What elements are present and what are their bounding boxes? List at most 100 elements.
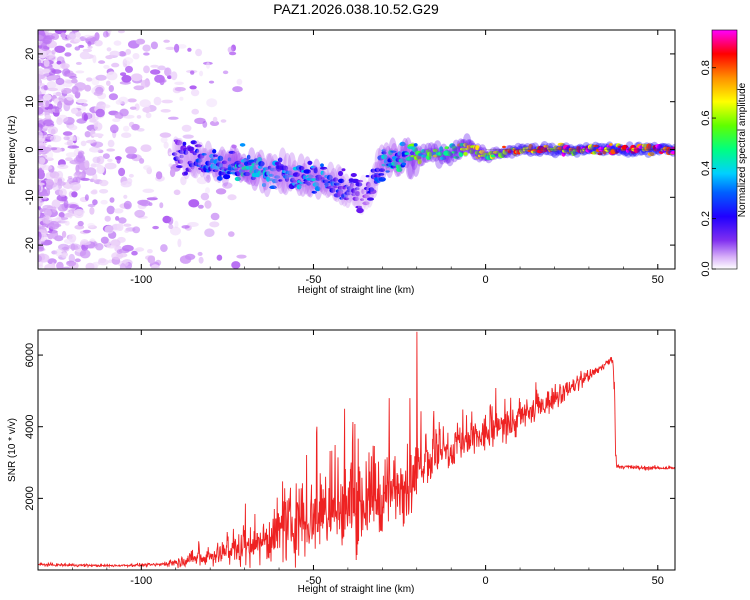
noise-speckle [38, 236, 41, 245]
ridge-core [463, 152, 468, 156]
noise-speckle [125, 65, 133, 73]
ridge-halo [452, 139, 461, 154]
ridge-halo [463, 133, 471, 148]
noise-speckle [52, 206, 57, 213]
noise-speckle [55, 77, 65, 86]
noise-speckle [191, 108, 199, 115]
noise-speckle [40, 192, 49, 197]
noise-speckle [126, 153, 138, 159]
noise-speckle [106, 244, 117, 249]
noise-speckle [163, 39, 170, 43]
noise-speckle [65, 43, 72, 48]
ridge-core [413, 143, 418, 147]
ridge-core [320, 166, 328, 170]
noise-speckle [71, 85, 79, 95]
ridge-core [373, 174, 381, 178]
ridge-core [356, 207, 364, 214]
noise-speckle [222, 70, 229, 75]
noise-speckle [236, 78, 243, 85]
noise-speckle [92, 54, 97, 64]
noise-speckle [167, 216, 174, 225]
noise-speckle [197, 251, 203, 256]
ridge-core [357, 179, 364, 183]
ridge-core [381, 151, 387, 155]
noise-speckle [116, 223, 124, 231]
ridge-core [272, 178, 279, 184]
ridge-core [385, 170, 390, 173]
noise-speckle [173, 189, 181, 196]
noise-speckle [69, 75, 78, 80]
noise-speckle [229, 51, 237, 56]
noise-speckle [62, 131, 73, 136]
noise-speckle [87, 45, 93, 49]
snr-x-label: Height of straight line (km) [298, 584, 415, 595]
noise-speckle [124, 229, 130, 233]
ridge-core [469, 149, 475, 154]
noise-speckle [181, 124, 192, 132]
ridge-core [646, 143, 652, 149]
noise-speckle [73, 210, 84, 219]
noise-speckle [92, 156, 101, 164]
ridge-core [666, 146, 672, 152]
x-tick-label: -50 [306, 274, 322, 286]
ridge-core [597, 152, 603, 156]
ridge-core [576, 146, 581, 150]
noise-speckle [123, 125, 130, 132]
ridge-core [281, 165, 289, 171]
noise-speckle [135, 247, 145, 252]
x-tick-label: -50 [306, 575, 322, 587]
colorbar-tick-label: 0.8 [700, 60, 712, 75]
ridge-core [292, 172, 301, 177]
noise-speckle [89, 118, 97, 123]
noise-speckle [198, 204, 204, 209]
noise-speckle [56, 60, 62, 65]
noise-speckle [228, 231, 235, 237]
ridge-core [333, 185, 338, 188]
noise-speckle [38, 59, 42, 67]
ridge-core [390, 150, 397, 153]
noise-speckle [108, 93, 118, 101]
ridge-core [458, 151, 464, 157]
noise-speckle [204, 200, 212, 209]
noise-speckle [187, 222, 199, 227]
ridge-core [176, 165, 184, 169]
noise-speckle [45, 181, 58, 188]
noise-speckle [121, 132, 132, 138]
noise-speckle [132, 226, 141, 234]
ridge-core [333, 177, 339, 182]
noise-speckle [77, 220, 84, 227]
noise-speckle [42, 68, 51, 73]
noise-speckle [50, 147, 58, 151]
noise-speckle [79, 240, 91, 246]
ridge-core [296, 184, 302, 190]
noise-speckle [108, 85, 115, 92]
noise-speckle [66, 260, 77, 267]
ridge-halo [374, 148, 383, 173]
noise-speckle [125, 146, 137, 155]
noise-speckle [38, 130, 43, 140]
noise-speckle [174, 81, 185, 86]
ridge-core [292, 179, 297, 183]
figure-title: PAZ1.2026.038.10.52.G29 [273, 1, 439, 17]
noise-speckle [143, 65, 150, 74]
ridge-core [201, 153, 207, 156]
noise-speckle [38, 264, 44, 269]
noise-speckle [123, 57, 134, 65]
noise-speckle [109, 197, 115, 203]
noise-speckle [143, 165, 152, 171]
noise-speckle [146, 197, 158, 201]
noise-speckle [68, 243, 81, 250]
noise-speckle [159, 77, 165, 86]
noise-speckle [50, 128, 56, 135]
noise-speckle [59, 188, 67, 197]
noise-speckle [177, 238, 182, 248]
noise-speckle [159, 132, 172, 138]
noise-speckle [50, 135, 62, 143]
ridge-core [177, 159, 184, 164]
snr-frame [37, 329, 676, 571]
noise-speckle [39, 157, 46, 165]
ridge-core [355, 205, 363, 209]
snr-series-line [38, 331, 675, 569]
noise-speckle [38, 209, 41, 218]
ridge-core [194, 144, 202, 148]
